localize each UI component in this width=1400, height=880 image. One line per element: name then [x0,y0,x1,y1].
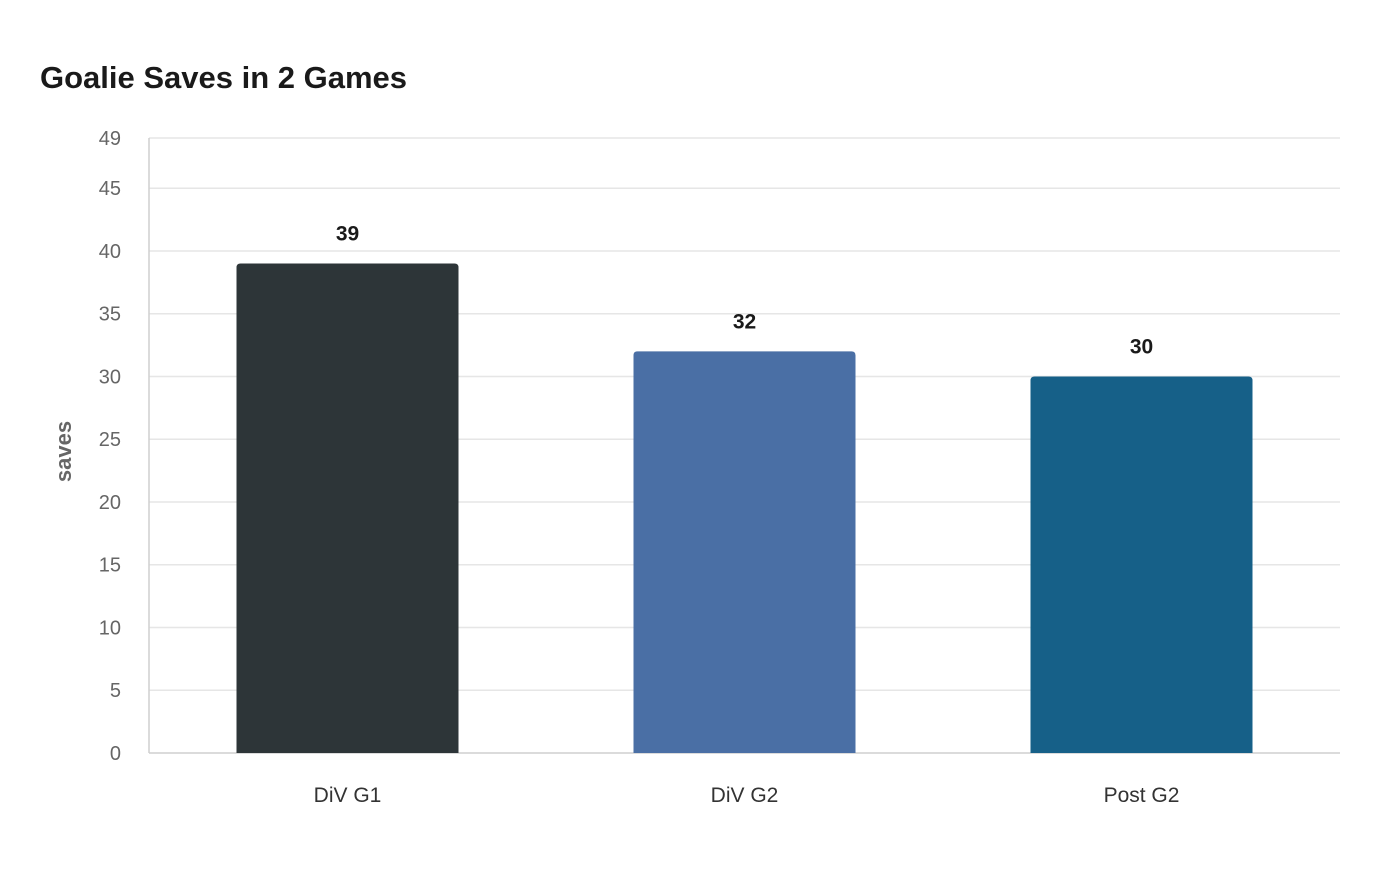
y-tick-label: 15 [99,555,121,577]
bar-value-label: 32 [733,310,756,333]
x-axis-categories: DiV G1 DiV G2 Post G2 [314,784,1180,807]
y-axis-title: saves [51,421,76,482]
y-tick-label: 45 [99,178,121,200]
x-category-label: DiV G1 [314,784,382,807]
bar [633,351,856,753]
y-tick-label: 49 [99,128,121,150]
y-axis-ticks: 0 5 10 15 20 25 30 35 40 45 49 [99,128,121,765]
y-tick-label: 5 [110,680,121,702]
y-tick-label: 30 [99,366,121,388]
bar-value-label: 30 [1130,335,1153,358]
bar-value-label: 39 [336,223,359,246]
y-tick-label: 40 [99,241,121,263]
y-tick-label: 35 [99,304,121,326]
data-labels: 39 32 30 [336,223,1153,359]
y-tick-label: 10 [99,617,121,639]
bar [1030,376,1253,753]
y-tick-label: 0 [110,743,121,765]
x-category-label: Post G2 [1104,784,1180,807]
bars [236,263,1253,753]
y-tick-label: 25 [99,429,121,451]
y-tick-label: 20 [99,492,121,514]
x-category-label: DiV G2 [711,784,779,807]
chart-title: Goalie Saves in 2 Games [40,60,408,95]
bar [236,263,459,753]
